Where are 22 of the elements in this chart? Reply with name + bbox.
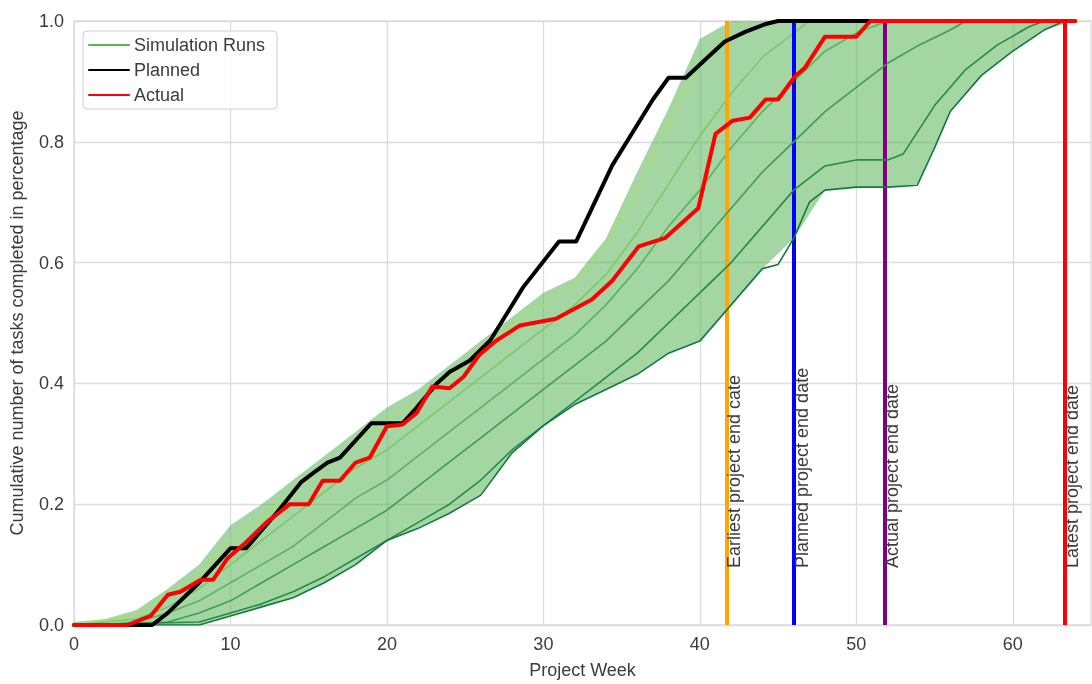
x-tick-label: 50 — [846, 634, 867, 654]
x-tick-label: 30 — [533, 634, 554, 654]
x-tick-label: 0 — [68, 634, 80, 654]
x-tick-label: 60 — [1002, 634, 1023, 654]
y-tick-label: 0.4 — [38, 373, 64, 394]
y-tick-label: 0.8 — [38, 131, 64, 152]
x-tick-label: 40 — [689, 634, 710, 654]
legend-label: Planned — [134, 60, 201, 80]
y-tick-label: 0.0 — [38, 615, 64, 635]
legend-label: Simulation Runs — [134, 35, 266, 55]
x-tick-label: 10 — [220, 634, 241, 654]
x-tick-label: 20 — [376, 634, 397, 654]
y-axis-title: Cumulative number of tasks completed in percentage — [7, 110, 27, 536]
legend-label: Actual — [134, 85, 185, 105]
y-tick-label: 0.6 — [38, 252, 64, 273]
x-axis-title: Project Week — [529, 660, 637, 680]
ref-line-label: Earliest project end cate — [724, 374, 745, 568]
ref-line-label: Latest project end date — [1062, 384, 1083, 568]
ref-line-label: Planned project end date — [791, 367, 812, 568]
ref-line-label: Actual project end date — [882, 383, 903, 568]
y-tick-label: 0.2 — [38, 494, 64, 515]
y-tick-label: 1.0 — [38, 11, 64, 31]
